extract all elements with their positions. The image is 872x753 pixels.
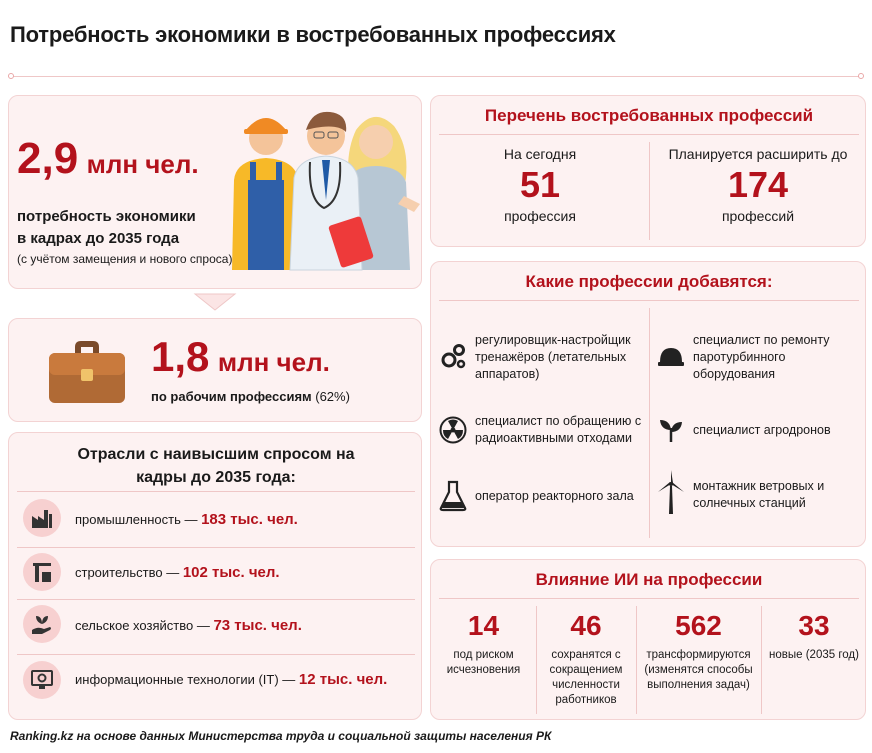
page-title: Потребность экономики в востребованных п… <box>10 22 616 47</box>
sector-item-agriculture: сельское хозяйство — 73 тыс. чел. <box>75 617 302 634</box>
sectors-card: Отрасли с наивысшим спросом на кадры до … <box>8 432 422 720</box>
sectors-divider <box>17 547 415 548</box>
profession-wind-solar: монтажник ветровых и солнечных станций <box>693 479 825 510</box>
profession-simulator-tuner: регулировщик-настройщик тренажёров (лета… <box>475 333 631 381</box>
gears-icon <box>441 344 466 369</box>
ai-stat-reduced: 46 сохранятся с сокращением численности … <box>536 610 636 708</box>
sectors-heading: Отрасли с наивысшим спросом на кадры до … <box>9 443 423 489</box>
sector-value: 183 тыс. чел. <box>201 511 298 528</box>
workers-headline: 1,8 млн чел. <box>151 333 330 381</box>
divider-dot-left <box>8 73 14 79</box>
flask-icon <box>439 480 467 512</box>
demand-unit: млн чел. <box>86 149 199 179</box>
profession-agrodrone: специалист агродронов <box>693 423 831 437</box>
ai-stat-transform: 562 трансформируются (изменятся способы … <box>636 610 761 693</box>
hard-hat-icon <box>658 348 684 366</box>
professions-list-card: Перечень востребованных профессий На сег… <box>430 95 866 247</box>
sector-name: сельское хозяйство — <box>75 618 214 633</box>
crane-icon <box>23 553 61 591</box>
new-professions-vsep <box>649 308 650 538</box>
today-value: 51 <box>519 164 561 205</box>
demand-headline: 2,9 млн чел. <box>17 134 199 184</box>
ai-stat-label: трансформируются (изменятся способы выпо… <box>644 649 753 691</box>
new-professions-card: Какие профессии добавятся: регулировщик-… <box>430 261 866 547</box>
today-block: На сегодня 51 профессия <box>431 146 649 224</box>
sectors-divider <box>17 654 415 655</box>
source-note: Ranking.kz на основе данных Министерства… <box>10 729 552 743</box>
demand-line2: в кадрах до 2035 года <box>17 230 180 247</box>
factory-icon <box>23 499 61 537</box>
sector-item-construction: строительство — 102 тыс. чел. <box>75 564 280 581</box>
wind-turbine-icon <box>658 470 684 514</box>
workers-card: 1,8 млн чел. по рабочим профессиям (62%) <box>8 318 422 422</box>
ai-stat-value: 46 <box>570 610 602 641</box>
demand-desc: потребность экономики в кадрах до 2035 г… <box>17 206 196 250</box>
today-unit: профессия <box>504 208 576 224</box>
ai-vsep <box>636 606 637 714</box>
workers-desc-rest: (62%) <box>311 389 350 404</box>
ai-stat-value: 14 <box>467 610 500 641</box>
planned-value: 174 <box>727 164 789 205</box>
planned-label: Планируется расширить до <box>668 146 848 162</box>
list-heading: Перечень востребованных профессий <box>484 106 814 125</box>
ai-stat-label: под риском исчезновения <box>446 649 521 676</box>
ai-stat-new: 33 новые (2035 год) <box>761 610 867 663</box>
plant-hand-icon <box>23 605 61 643</box>
ai-vsep <box>761 606 762 714</box>
briefcase-icon <box>49 341 125 403</box>
sector-value: 102 тыс. чел. <box>182 564 280 581</box>
workers-value: 1,8 <box>151 333 210 380</box>
sectors-divider <box>17 491 415 492</box>
list-vsep <box>649 142 650 240</box>
computer-gear-icon <box>23 661 61 699</box>
sectors-divider <box>17 599 415 600</box>
ai-stat-label: новые (2035 год) <box>769 649 859 661</box>
ai-stat-label: сохранятся с сокращением численности раб… <box>549 649 623 706</box>
profession-reactor-operator: оператор реакторного зала <box>475 489 634 503</box>
profession-turbine-repair: специалист по ремонту паротурбинного обо… <box>693 333 830 381</box>
demand-value: 2,9 <box>17 134 79 183</box>
list-divider <box>439 134 859 135</box>
workers-desc: по рабочим профессиям (62%) <box>151 389 350 404</box>
demand-note: (с учётом замещения и нового спроса) <box>17 252 233 266</box>
workers-unit: млн чел. <box>217 347 330 377</box>
demand-card: 2,9 млн чел. потребность экономики в кад… <box>8 95 422 289</box>
ai-stat-value: 562 <box>675 610 722 641</box>
sector-name: информационные технологии (IT) — <box>75 672 299 687</box>
ai-vsep <box>536 606 537 714</box>
down-arrow <box>193 293 237 311</box>
sector-name: промышленность — <box>75 512 202 527</box>
radiation-icon <box>439 416 467 444</box>
demand-line1: потребность экономики <box>17 208 196 225</box>
ai-stat-risk: 14 под риском исчезновения <box>431 610 536 678</box>
sectors-heading-line1: Отрасли с наивысшим спросом на <box>77 446 355 463</box>
profession-radioactive-waste: специалист по обращению с радиоактивными… <box>475 414 642 445</box>
new-professions-heading: Какие профессии добавятся: <box>525 272 773 291</box>
today-label: На сегодня <box>503 146 577 162</box>
ai-impact-card: Влияние ИИ на профессии 14 под риском ис… <box>430 559 866 720</box>
sprout-icon <box>660 420 682 442</box>
divider-dot-right <box>858 73 864 79</box>
sector-name: строительство — <box>75 565 183 580</box>
planned-unit: профессий <box>721 208 795 224</box>
sector-item-industry: промышленность — 183 тыс. чел. <box>75 511 298 528</box>
sectors-heading-line2: кадры до 2035 года: <box>136 469 296 486</box>
workers-illustration <box>232 111 420 271</box>
sector-value: 12 тыс. чел. <box>298 671 388 688</box>
ai-stat-value: 33 <box>798 610 830 641</box>
ai-divider <box>439 598 859 599</box>
ai-heading: Влияние ИИ на профессии <box>535 570 763 589</box>
new-professions-divider <box>439 300 859 301</box>
sector-item-it: информационные технологии (IT) — 12 тыс.… <box>75 671 387 688</box>
planned-block: Планируется расширить до 174 профессий <box>649 146 867 224</box>
sector-value: 73 тыс. чел. <box>213 617 302 634</box>
title-divider <box>12 76 862 77</box>
workers-desc-bold: по рабочим профессиям <box>151 389 312 404</box>
